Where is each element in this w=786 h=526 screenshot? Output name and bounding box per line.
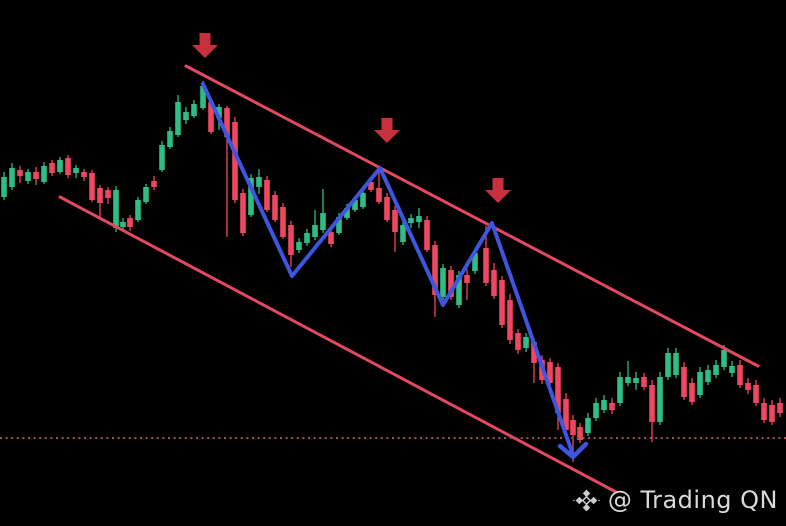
candle — [633, 372, 639, 390]
candle — [769, 400, 775, 425]
down-arrow-icon — [374, 118, 400, 143]
candle — [665, 348, 671, 380]
candle — [360, 189, 366, 209]
candle — [555, 363, 561, 430]
candle — [175, 95, 181, 137]
candle — [81, 169, 87, 181]
candle — [240, 189, 246, 236]
candle — [272, 191, 278, 222]
candle — [49, 160, 55, 176]
candle — [33, 167, 39, 185]
candle — [713, 360, 719, 378]
candle — [689, 378, 695, 405]
candle — [280, 203, 286, 239]
candle — [183, 107, 189, 124]
candle — [288, 221, 294, 267]
candle — [761, 398, 767, 423]
candle — [729, 361, 735, 377]
candle — [649, 380, 655, 442]
candle — [296, 238, 302, 253]
candle — [400, 221, 406, 245]
down-arrow-icon — [192, 33, 218, 58]
candle — [264, 176, 270, 212]
candle — [57, 157, 63, 174]
candle — [384, 193, 390, 222]
candle — [753, 380, 759, 406]
zigzag-line — [201, 82, 575, 457]
candle — [641, 373, 647, 390]
candle — [1, 172, 7, 200]
candle — [424, 216, 430, 252]
candle — [392, 206, 398, 252]
candle — [617, 372, 623, 406]
lower-trendline — [58, 195, 618, 494]
candle — [248, 174, 254, 217]
candle — [105, 187, 111, 204]
candle — [657, 372, 663, 425]
candle — [312, 210, 318, 240]
candle — [191, 100, 197, 118]
candle — [515, 329, 521, 354]
watermark-handle: @ Trading QN — [607, 486, 778, 514]
candle — [416, 208, 422, 228]
candle — [41, 162, 47, 184]
candle — [143, 184, 149, 204]
candle — [135, 197, 141, 222]
candle — [232, 117, 238, 203]
candle — [159, 141, 165, 172]
candle — [440, 264, 446, 300]
candle — [777, 398, 783, 417]
upper-trendline — [184, 64, 760, 368]
candle — [499, 276, 505, 328]
candle — [127, 215, 133, 231]
candle — [601, 395, 607, 413]
candle — [577, 423, 583, 443]
candle — [304, 229, 310, 246]
zigzag-arrowhead-icon — [557, 441, 589, 460]
candle — [320, 189, 326, 233]
watermark: @ Trading QN — [572, 486, 778, 514]
candle — [89, 170, 95, 202]
candle — [120, 218, 126, 230]
candle — [25, 169, 31, 184]
candle — [745, 378, 751, 394]
candle — [376, 169, 382, 204]
diamond-logo-icon — [572, 489, 600, 511]
candle — [256, 169, 262, 194]
candle — [625, 361, 631, 386]
candle — [97, 185, 103, 217]
candle — [113, 186, 119, 232]
candle — [609, 398, 615, 414]
candle — [464, 269, 470, 300]
candle — [73, 165, 79, 178]
candle — [507, 294, 513, 344]
candle — [17, 166, 23, 183]
candle — [408, 214, 414, 228]
candle — [681, 362, 687, 400]
candle — [697, 367, 703, 398]
candle — [673, 348, 679, 378]
candle — [65, 155, 71, 178]
candle — [737, 360, 743, 388]
candle — [151, 176, 157, 190]
candle — [563, 393, 569, 434]
candle — [585, 413, 591, 436]
candle — [167, 127, 173, 149]
candle — [224, 106, 230, 237]
candle — [593, 398, 599, 421]
candle — [9, 163, 15, 190]
candle — [491, 263, 497, 299]
candle — [432, 241, 438, 317]
candle — [705, 365, 711, 385]
candle — [547, 358, 553, 387]
candle — [523, 333, 529, 352]
down-arrow-icon — [485, 178, 511, 203]
candles-layer — [1, 81, 783, 462]
